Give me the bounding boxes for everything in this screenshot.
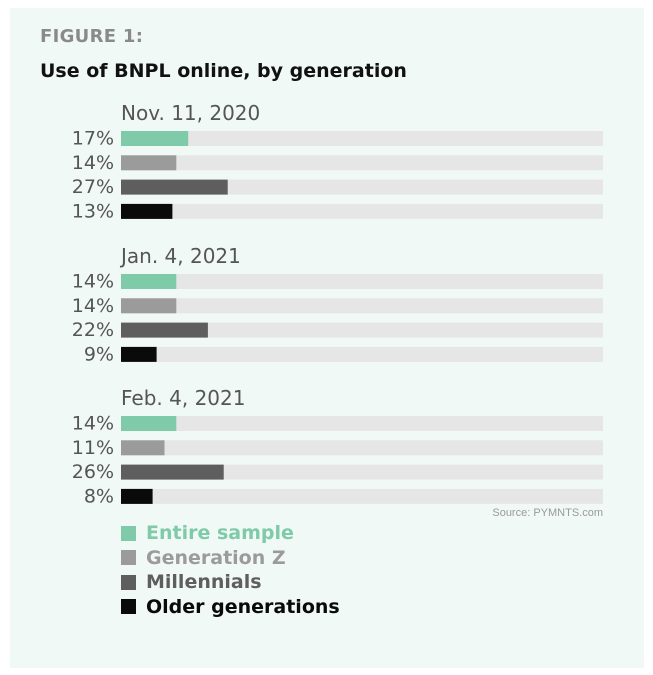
bar-older-generations bbox=[121, 346, 157, 362]
legend-swatch-millennials bbox=[121, 574, 136, 590]
bar-generation-z bbox=[121, 298, 177, 314]
legend-label-millennials: Millennials bbox=[146, 571, 262, 594]
bar-track bbox=[121, 488, 603, 504]
bar-generation-z bbox=[121, 440, 165, 456]
legend-label-entire-sample: Entire sample bbox=[146, 522, 294, 545]
group-label: Feb. 4, 2021 bbox=[121, 386, 245, 410]
bar-entire-sample bbox=[121, 131, 189, 146]
legend-label-older-generations: Older generations bbox=[146, 595, 340, 618]
chart-title: Use of BNPL online, by generation bbox=[40, 60, 407, 82]
bar-group: Feb. 4, 2021 14%11%26%8% bbox=[72, 386, 603, 507]
value-label: 27% bbox=[72, 176, 114, 198]
figure-label: FIGURE 1: bbox=[40, 26, 144, 47]
legend: Entire sample Generation Z Millennials O… bbox=[121, 521, 340, 619]
legend-item-millennials: Millennials bbox=[121, 570, 340, 595]
legend-swatch-entire-sample bbox=[121, 525, 136, 541]
bar-generation-z bbox=[121, 155, 177, 171]
bar-older-generations bbox=[121, 203, 173, 219]
legend-swatch-generation-z bbox=[121, 550, 136, 566]
bar-track bbox=[121, 274, 603, 289]
group-label: Jan. 4, 2021 bbox=[119, 244, 241, 268]
bar-entire-sample bbox=[121, 416, 177, 431]
value-label: 9% bbox=[84, 343, 114, 365]
bar-track bbox=[121, 298, 603, 314]
value-label: 11% bbox=[72, 437, 114, 459]
bar-millennials bbox=[121, 464, 224, 480]
bar-track bbox=[121, 131, 603, 146]
legend-swatch-older-generations bbox=[121, 599, 136, 615]
bar-group: Nov. 11, 2020 17%14%27%13% bbox=[72, 101, 603, 222]
value-label: 14% bbox=[72, 295, 114, 317]
legend-item-entire-sample: Entire sample bbox=[121, 521, 340, 546]
value-label: 22% bbox=[72, 319, 114, 341]
bar-millennials bbox=[121, 322, 208, 338]
bar-track bbox=[121, 346, 603, 362]
value-label: 13% bbox=[72, 200, 114, 222]
value-label: 14% bbox=[72, 413, 114, 435]
bar-track bbox=[121, 464, 603, 480]
value-label: 14% bbox=[72, 152, 114, 174]
group-label: Nov. 11, 2020 bbox=[121, 101, 260, 125]
legend-item-older-generations: Older generations bbox=[121, 595, 340, 620]
figure-panel bbox=[10, 8, 644, 668]
source-note: Source: PYMNTS.com bbox=[492, 507, 603, 519]
legend-label-generation-z: Generation Z bbox=[146, 546, 286, 569]
bar-track bbox=[121, 179, 603, 195]
bar-entire-sample bbox=[121, 274, 177, 289]
bar-millennials bbox=[121, 179, 228, 195]
value-label: 17% bbox=[72, 128, 114, 150]
bar-older-generations bbox=[121, 488, 153, 504]
bar-track bbox=[121, 416, 603, 431]
value-label: 14% bbox=[72, 271, 114, 293]
bar-track bbox=[121, 440, 603, 456]
bar-track bbox=[121, 203, 603, 219]
bar-track bbox=[121, 322, 603, 338]
bar-track bbox=[121, 155, 603, 171]
value-label: 26% bbox=[72, 461, 114, 483]
legend-item-generation-z: Generation Z bbox=[121, 546, 340, 571]
value-label: 8% bbox=[84, 485, 114, 507]
